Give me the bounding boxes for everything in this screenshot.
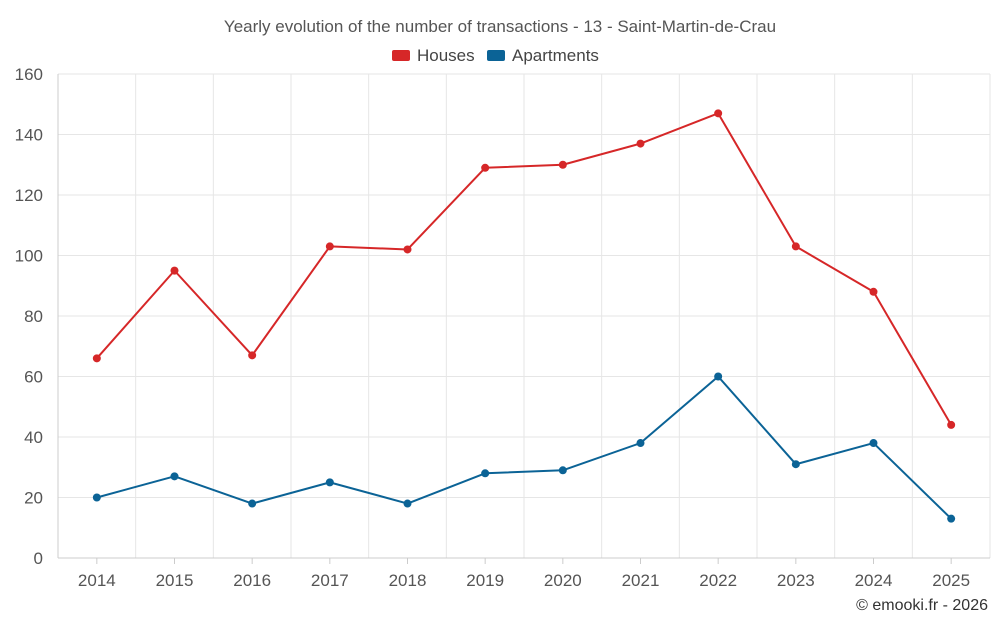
data-point-houses[interactable] bbox=[947, 420, 956, 429]
data-point-houses[interactable] bbox=[558, 160, 567, 169]
y-tick-label: 100 bbox=[15, 247, 43, 266]
x-tick-label: 2015 bbox=[156, 571, 194, 590]
data-point-houses[interactable] bbox=[248, 351, 257, 360]
data-point-apartments[interactable] bbox=[248, 499, 257, 508]
y-tick-label: 0 bbox=[34, 549, 43, 568]
credit-text: © emooki.fr - 2026 bbox=[856, 597, 988, 614]
axes: 0 20 40 60 80 100 120 140 160 2014 2015 2016 2017 201… bbox=[15, 65, 990, 590]
x-tick-label: 2014 bbox=[78, 571, 116, 590]
data-point-houses[interactable] bbox=[791, 242, 800, 251]
data-point-apartments[interactable] bbox=[481, 469, 490, 478]
y-tick-label: 140 bbox=[15, 126, 43, 145]
data-point-houses[interactable] bbox=[403, 245, 412, 254]
data-point-apartments[interactable] bbox=[92, 493, 101, 502]
data-point-houses[interactable] bbox=[636, 139, 645, 148]
chart-title: Yearly evolution of the number of transa… bbox=[224, 17, 776, 36]
data-point-houses[interactable] bbox=[481, 163, 490, 172]
data-point-houses[interactable] bbox=[325, 242, 334, 251]
legend-swatch-apartments[interactable] bbox=[487, 50, 505, 61]
y-tick-label: 40 bbox=[24, 428, 43, 447]
data-point-apartments[interactable] bbox=[403, 499, 412, 508]
legend-label-apartments[interactable]: Apartments bbox=[512, 46, 599, 65]
y-tick-label: 160 bbox=[15, 65, 43, 84]
x-tick-label: 2024 bbox=[855, 571, 893, 590]
legend-swatch-houses[interactable] bbox=[392, 50, 410, 61]
y-tick-label: 80 bbox=[24, 307, 43, 326]
x-tick-label: 2023 bbox=[777, 571, 815, 590]
x-tick-label: 2025 bbox=[932, 571, 970, 590]
data-point-apartments[interactable] bbox=[325, 478, 334, 487]
data-point-apartments[interactable] bbox=[714, 372, 723, 381]
grid bbox=[57, 73, 991, 558]
data-point-houses[interactable] bbox=[714, 109, 723, 118]
x-tick-label: 2017 bbox=[311, 571, 349, 590]
x-tick-label: 2016 bbox=[233, 571, 271, 590]
series-line-houses bbox=[95, 112, 953, 426]
y-tick-label: 120 bbox=[15, 186, 43, 205]
data-point-apartments[interactable] bbox=[636, 439, 645, 448]
data-point-apartments[interactable] bbox=[947, 514, 956, 523]
x-tick-label: 2022 bbox=[699, 571, 737, 590]
x-tick-label: 2021 bbox=[622, 571, 660, 590]
data-point-apartments[interactable] bbox=[558, 466, 567, 475]
x-tick-label: 2018 bbox=[389, 571, 427, 590]
y-tick-label: 20 bbox=[24, 489, 43, 508]
legend: Houses Apartments bbox=[392, 46, 599, 65]
data-point-apartments[interactable] bbox=[869, 439, 878, 448]
data-point-apartments[interactable] bbox=[791, 460, 800, 469]
series-apartments bbox=[92, 372, 956, 523]
data-point-houses[interactable] bbox=[170, 266, 179, 275]
x-tick-label: 2019 bbox=[466, 571, 504, 590]
data-point-houses[interactable] bbox=[92, 354, 101, 363]
series-houses bbox=[92, 109, 956, 429]
data-point-houses[interactable] bbox=[869, 287, 878, 296]
x-tick-label: 2020 bbox=[544, 571, 582, 590]
series bbox=[92, 109, 956, 523]
data-point-apartments[interactable] bbox=[170, 472, 179, 481]
legend-label-houses[interactable]: Houses bbox=[417, 46, 475, 65]
series-line-apartments bbox=[95, 375, 953, 520]
y-tick-label: 60 bbox=[24, 368, 43, 387]
